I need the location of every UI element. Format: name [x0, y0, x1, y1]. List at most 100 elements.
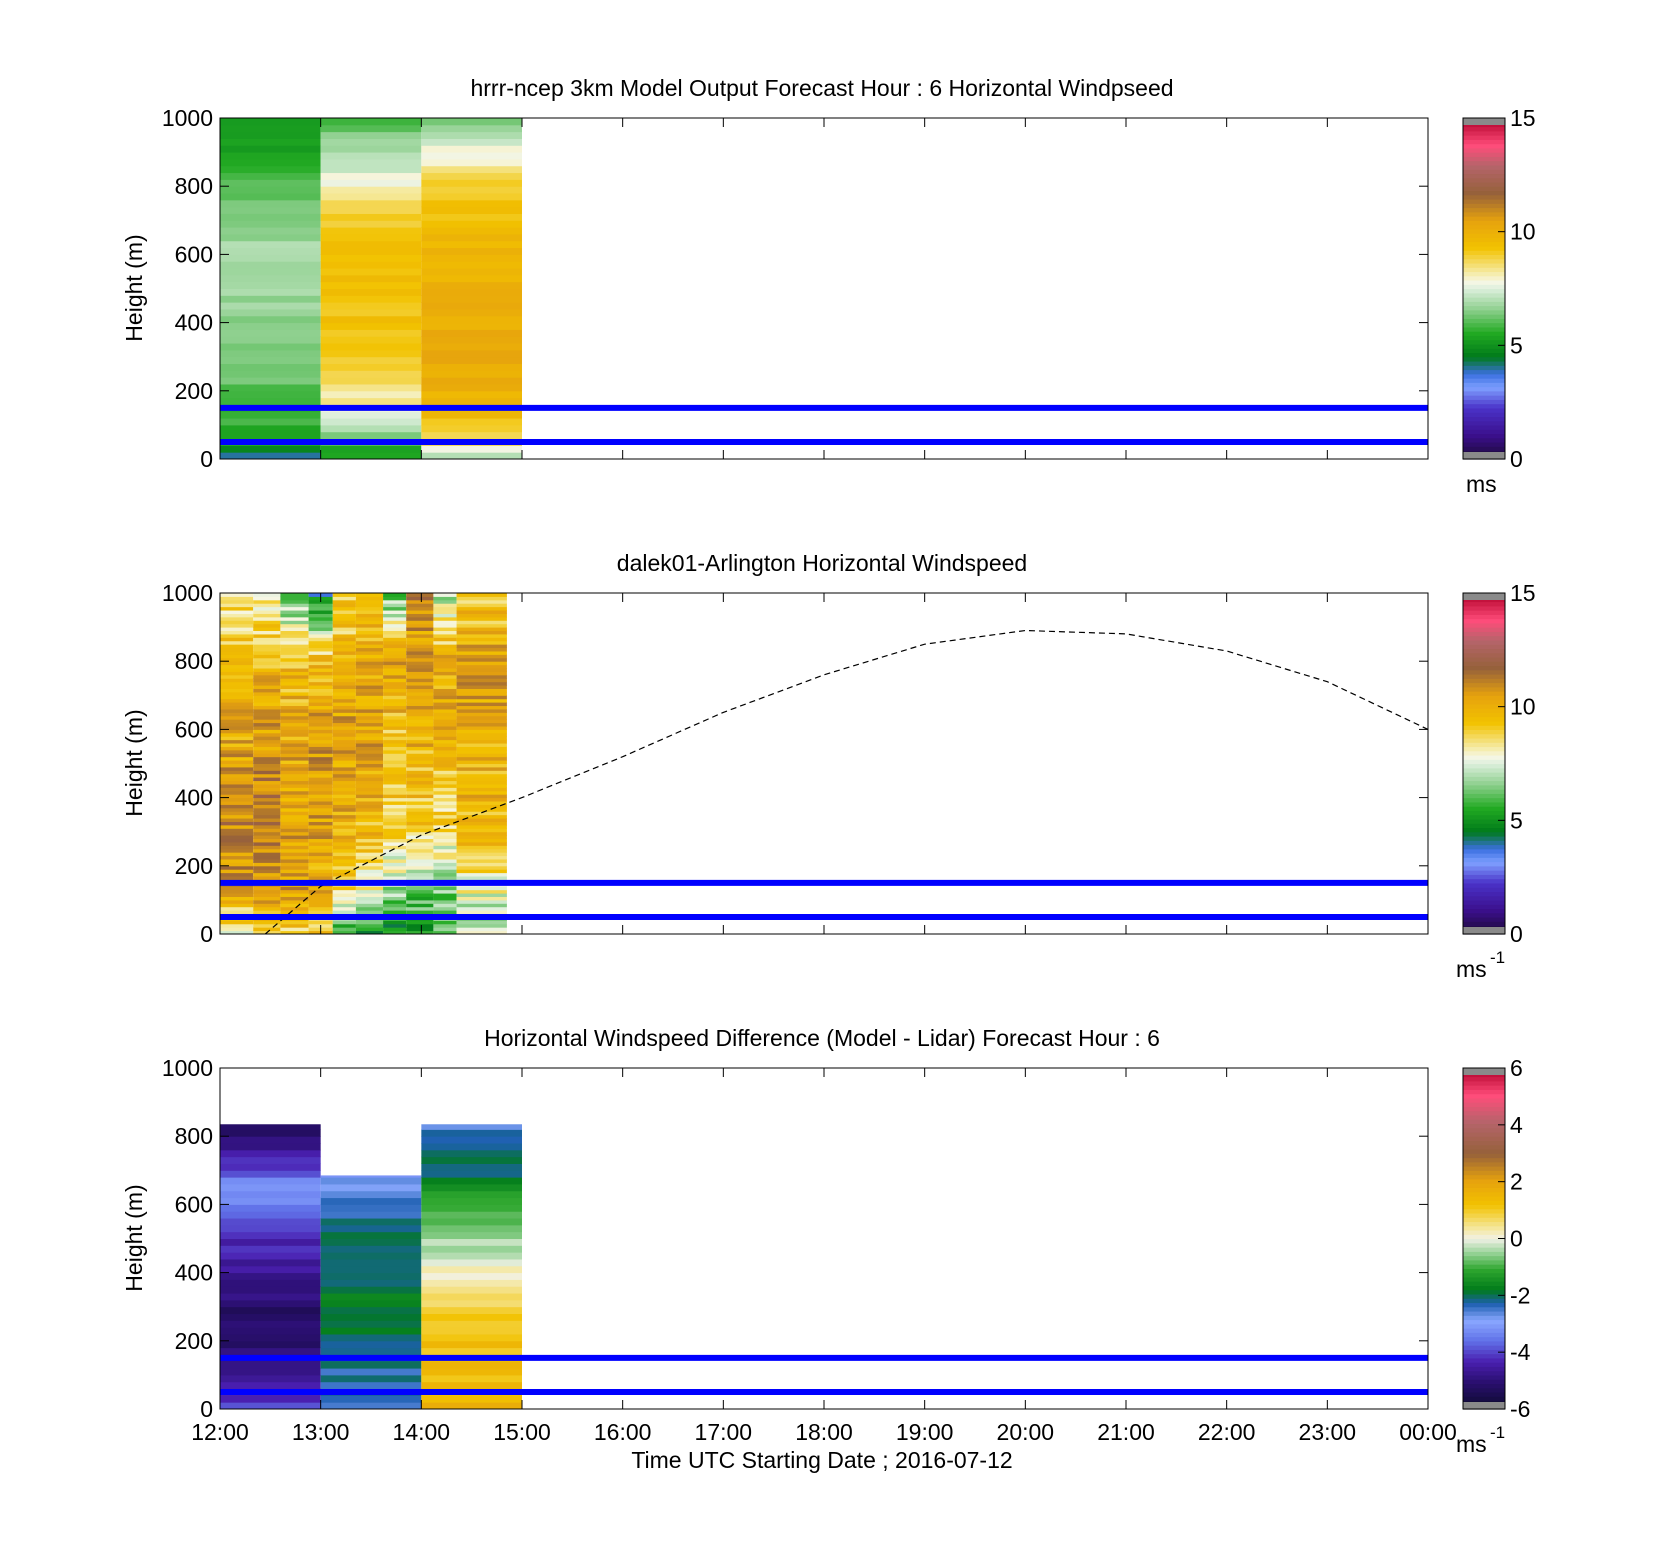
panel-difference-heatmap-cell [421, 1381, 522, 1390]
panel-lidar-heatmap-cell [253, 681, 281, 686]
panel-lidar-heatmap-cell [220, 739, 254, 744]
panel-lidar-heatmap-cell [406, 722, 434, 727]
panel-difference-heatmap-cell [421, 1231, 522, 1239]
panel-difference-heatmap-cell [220, 1218, 321, 1226]
panel-model-heatmap-cell [320, 302, 422, 310]
panel-difference-colorbar-tick-label: 4 [1510, 1112, 1523, 1138]
panel-model-colorbar-band [1463, 446, 1505, 452]
panel-lidar-heatmap-cell [308, 869, 333, 874]
panel-difference-colorbar-tick-label: -6 [1510, 1396, 1530, 1422]
panel-lidar-heatmap-cell [406, 627, 434, 632]
panel-lidar-heatmap-cell [406, 804, 434, 809]
panel-lidar-heatmap-cell [308, 899, 333, 904]
panel-difference-colorbar-band [1463, 1306, 1505, 1312]
panel-lidar-heatmap-cell [406, 828, 434, 833]
panel-lidar-heatmap-cell [383, 920, 407, 925]
panel-lidar-heatmap-cell [406, 893, 434, 897]
panel-lidar-colorbar-band [1463, 921, 1505, 927]
panel-model-heatmap-cell [220, 424, 321, 433]
panel-lidar-heatmap-cell [253, 736, 281, 741]
panel-lidar-heatmap-cell [332, 923, 356, 928]
panel-lidar-heatmap-cell [220, 872, 254, 877]
panel-lidar-heatmap-cell [280, 927, 309, 932]
panel-lidar-heatmap-cell [456, 927, 507, 932]
panel-lidar-heatmap-cell [280, 797, 309, 802]
panel-lidar-heatmap-cell [280, 736, 309, 741]
panel-model-heatmap-cell [220, 199, 321, 208]
panel-lidar-heatmap-cell [433, 593, 457, 597]
panel-lidar-heatmap-cell [433, 760, 457, 764]
panel-difference-colorbar-band [1463, 1140, 1505, 1146]
panel-lidar-heatmap-cell [332, 790, 356, 795]
x-axis-tick-label: 12:00 [191, 1419, 249, 1445]
panel-lidar-heatmap-cell [253, 695, 281, 700]
panel-lidar-heatmap-cell [406, 818, 434, 822]
panel-difference-heatmap-cell [421, 1368, 522, 1376]
panel-lidar-heatmap-cell [280, 603, 309, 608]
panel-lidar-heatmap-cell [308, 729, 333, 734]
panel-lidar-heatmap-cell [406, 599, 434, 604]
panel-lidar-heatmap-cell [332, 876, 356, 880]
panel-lidar-heatmap-cell [332, 753, 356, 758]
panel-model-colorbar-band [1463, 198, 1505, 204]
panel-lidar-heatmap-cell [280, 664, 309, 669]
panel-difference-heatmap-cell [320, 1279, 422, 1287]
x-axis-tick-labels: 12:00 13:00 14:00 15:00 16:00 17:00 18:00 19:00… [191, 1419, 1457, 1445]
panel-model-heatmap-cell [320, 152, 422, 160]
panel-model-heatmap-cell [220, 329, 321, 337]
panel-lidar-heatmap-cell [220, 770, 254, 775]
panel-difference-heatmap-cell [421, 1374, 522, 1383]
panel-lidar-colorbar-band [1463, 639, 1505, 645]
panel-lidar-heatmap-cell [253, 722, 281, 727]
panel-lidar-heatmap-cell [280, 712, 309, 717]
panel-model-y-tick-label: 200 [175, 378, 213, 404]
panel-lidar-heatmap-cell [456, 814, 507, 819]
panel-lidar-heatmap-cell [355, 725, 384, 730]
panel-lidar-heatmap-cell [220, 616, 254, 621]
panel-lidar-heatmap-cell [253, 923, 281, 928]
panel-difference-colorbar-band [1463, 1166, 1505, 1171]
panel-lidar-heatmap-cell [253, 753, 281, 758]
panel-model-colorbar-cap-bottom [1463, 452, 1505, 459]
panel-lidar-heatmap-cell [332, 668, 356, 672]
panel-lidar-colorbar-band [1463, 661, 1505, 667]
panel-lidar-heatmap-cell [308, 872, 333, 877]
panel-model-heatmap-cell [220, 295, 321, 303]
panel-lidar-heatmap-cell [280, 777, 309, 782]
panel-difference-heatmap-cell [320, 1402, 422, 1410]
panel-model-colorbar-band [1463, 139, 1505, 145]
panel-lidar-heatmap-cell [308, 698, 333, 703]
panel-lidar-heatmap-cell [383, 770, 407, 775]
panel-lidar-heatmap-cell [220, 705, 254, 710]
panel-lidar-heatmap-cell [280, 787, 309, 792]
panel-lidar-heatmap-cell [433, 835, 457, 840]
panel-lidar-heatmap-cell [308, 893, 333, 897]
panel-model-colorbar-band [1463, 216, 1505, 221]
panel-model-heatmap-cell [421, 213, 522, 221]
panel-difference-colorbar-band [1463, 1285, 1505, 1291]
panel-lidar-heatmap-cell [383, 821, 407, 826]
panel-difference-colorbar-band [1463, 1093, 1505, 1099]
panel-lidar-heatmap-cell [433, 858, 457, 863]
panel-lidar-heatmap-cell [253, 814, 281, 819]
panel-difference-colorbar-band [1463, 1264, 1505, 1269]
panel-lidar-heatmap-cell [280, 896, 309, 901]
panel-lidar-heatmap-cell [355, 671, 384, 676]
x-axis-tick-label: 18:00 [795, 1419, 853, 1445]
panel-model-heatmap-cell [320, 356, 422, 365]
panel-difference-heatmap-cell [320, 1224, 422, 1233]
panel-difference-heatmap-cell [421, 1258, 522, 1267]
panel-lidar-colorbar-cap-top [1463, 593, 1505, 600]
panel-lidar-heatmap-cell [383, 865, 407, 870]
panel-lidar-heatmap-cell [253, 678, 281, 683]
panel-lidar-heatmap-cell [456, 889, 507, 894]
panel-lidar-heatmap-cell [456, 865, 507, 870]
panel-lidar-heatmap-cell [456, 725, 507, 730]
panel-lidar-heatmap-cell [383, 596, 407, 601]
panel-lidar-heatmap-cell [456, 616, 507, 621]
panel-lidar-heatmap-cell [456, 824, 507, 829]
panel-lidar-heatmap-cell [308, 841, 333, 846]
panel-lidar-colorbar-band [1463, 631, 1505, 637]
panel-lidar-heatmap-cell [220, 763, 254, 768]
panel-model-heatmap-cell [320, 240, 422, 249]
